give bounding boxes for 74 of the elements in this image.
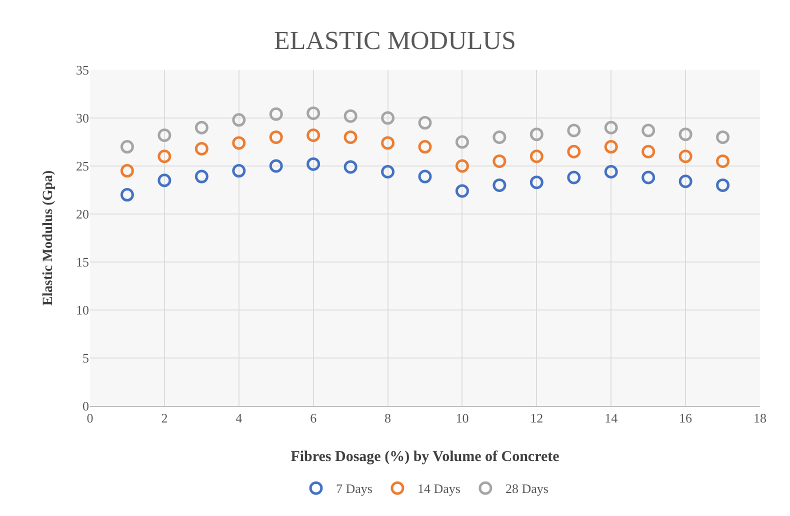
point xyxy=(567,170,581,184)
point xyxy=(120,188,134,202)
point xyxy=(418,116,432,130)
x-tick-label: 6 xyxy=(310,410,318,426)
x-tick-label: 10 xyxy=(456,410,469,426)
point xyxy=(455,159,469,173)
point xyxy=(158,128,172,142)
point xyxy=(567,124,581,138)
point xyxy=(344,160,358,174)
point xyxy=(642,170,656,184)
point xyxy=(232,164,246,178)
y-tick-label: 0 xyxy=(82,398,89,414)
y-tick-label: 10 xyxy=(76,302,89,318)
y-tick-label: 30 xyxy=(76,110,89,126)
point xyxy=(232,136,246,150)
legend-label: 14 Days xyxy=(417,481,460,496)
chart-title: ELASTIC MODULUS xyxy=(274,26,516,56)
point xyxy=(604,140,618,154)
x-axis-title: Fibres Dosage (%) by Volume of Concrete xyxy=(290,449,560,465)
point xyxy=(716,130,730,144)
point xyxy=(269,107,283,121)
point xyxy=(306,157,320,171)
point xyxy=(381,136,395,150)
y-tick-label: 15 xyxy=(76,254,89,270)
point xyxy=(530,176,544,190)
point xyxy=(158,150,172,164)
x-tick-label: 12 xyxy=(530,410,544,426)
point xyxy=(194,142,208,156)
point xyxy=(344,109,358,123)
point xyxy=(232,113,246,127)
point xyxy=(455,135,469,149)
point xyxy=(678,128,692,142)
y-tick-label: 35 xyxy=(76,62,89,78)
x-tick-label: 14 xyxy=(604,410,618,426)
point xyxy=(604,120,618,134)
y-tick-label: 20 xyxy=(76,206,89,222)
y-axis-title: Elastic Modulus (Gpa) xyxy=(41,170,56,306)
point xyxy=(455,184,469,198)
point xyxy=(678,174,692,188)
point xyxy=(604,165,618,179)
point xyxy=(530,150,544,164)
point xyxy=(418,170,432,184)
x-tick-label: 2 xyxy=(161,410,168,426)
point xyxy=(418,140,432,154)
point xyxy=(306,128,320,142)
point xyxy=(716,178,730,192)
point xyxy=(194,170,208,184)
x-tick-label: 4 xyxy=(236,410,243,426)
legend-label: 28 Days xyxy=(505,481,548,496)
point xyxy=(306,106,320,120)
legend-label: 7 Days xyxy=(336,481,372,496)
point xyxy=(492,178,506,192)
y-tick-label: 25 xyxy=(76,158,89,174)
point xyxy=(642,144,656,158)
point xyxy=(567,144,581,158)
point xyxy=(492,154,506,168)
x-tick-label: 18 xyxy=(754,410,766,426)
point xyxy=(642,124,656,138)
point xyxy=(194,120,208,134)
point xyxy=(344,130,358,144)
point xyxy=(678,150,692,164)
point xyxy=(716,154,730,168)
x-tick-label: 16 xyxy=(679,410,693,426)
point xyxy=(530,128,544,142)
y-tick-label: 5 xyxy=(82,350,89,366)
point xyxy=(158,174,172,188)
x-tick-label: 8 xyxy=(384,410,392,426)
point xyxy=(120,164,134,178)
point xyxy=(381,111,395,125)
point xyxy=(381,165,395,179)
point xyxy=(120,140,134,154)
point xyxy=(492,130,506,144)
point xyxy=(269,130,283,144)
point xyxy=(269,159,283,173)
